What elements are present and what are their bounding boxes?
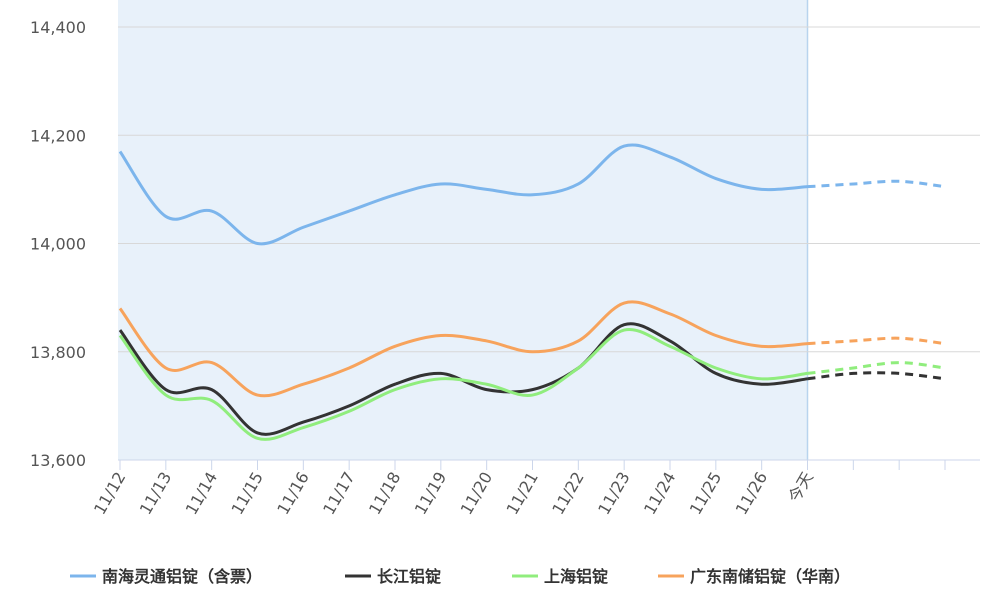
forecast-line <box>807 361 946 375</box>
legend-label: 上海铝锭 <box>544 567 608 586</box>
legend-label: 南海灵通铝锭（含票） <box>102 567 262 586</box>
series-line <box>118 300 808 398</box>
series-line <box>118 328 808 441</box>
history-shade <box>118 0 808 460</box>
x-tick-label: 11/21 <box>502 469 542 518</box>
x-tick-label: 11/24 <box>640 469 680 518</box>
x-tick-label: 11/18 <box>365 469 405 518</box>
forecast-line <box>807 179 946 189</box>
series-line <box>118 143 808 246</box>
x-tick-label: 11/26 <box>732 469 772 518</box>
y-tick-label: 13,800 <box>30 343 86 362</box>
forecast-line <box>807 336 946 346</box>
x-tick-label: 11/25 <box>686 469 726 518</box>
x-tick-label: 11/22 <box>548 469 588 518</box>
x-tick-label: 11/15 <box>227 469 267 518</box>
x-tick-label: 11/17 <box>319 469 359 518</box>
x-tick-label: 11/23 <box>594 469 634 518</box>
y-tick-label: 13,600 <box>30 451 86 470</box>
x-tick-label: 11/19 <box>411 469 451 518</box>
x-tick-label: 今天 <box>785 469 817 506</box>
legend-label: 长江铝锭 <box>377 567 441 586</box>
x-tick-label: 11/14 <box>182 469 222 518</box>
y-tick-label: 14,400 <box>30 18 86 37</box>
x-tick-label: 11/16 <box>273 469 313 518</box>
y-tick-label: 14,200 <box>30 126 86 145</box>
forecast-line <box>807 371 946 381</box>
x-tick-label: 11/12 <box>90 469 130 518</box>
x-tick-label: 11/20 <box>457 468 497 517</box>
x-tick-label: 11/13 <box>136 469 176 518</box>
y-tick-label: 14,000 <box>30 235 86 254</box>
legend-label: 广东南储铝锭（华南） <box>690 567 850 586</box>
